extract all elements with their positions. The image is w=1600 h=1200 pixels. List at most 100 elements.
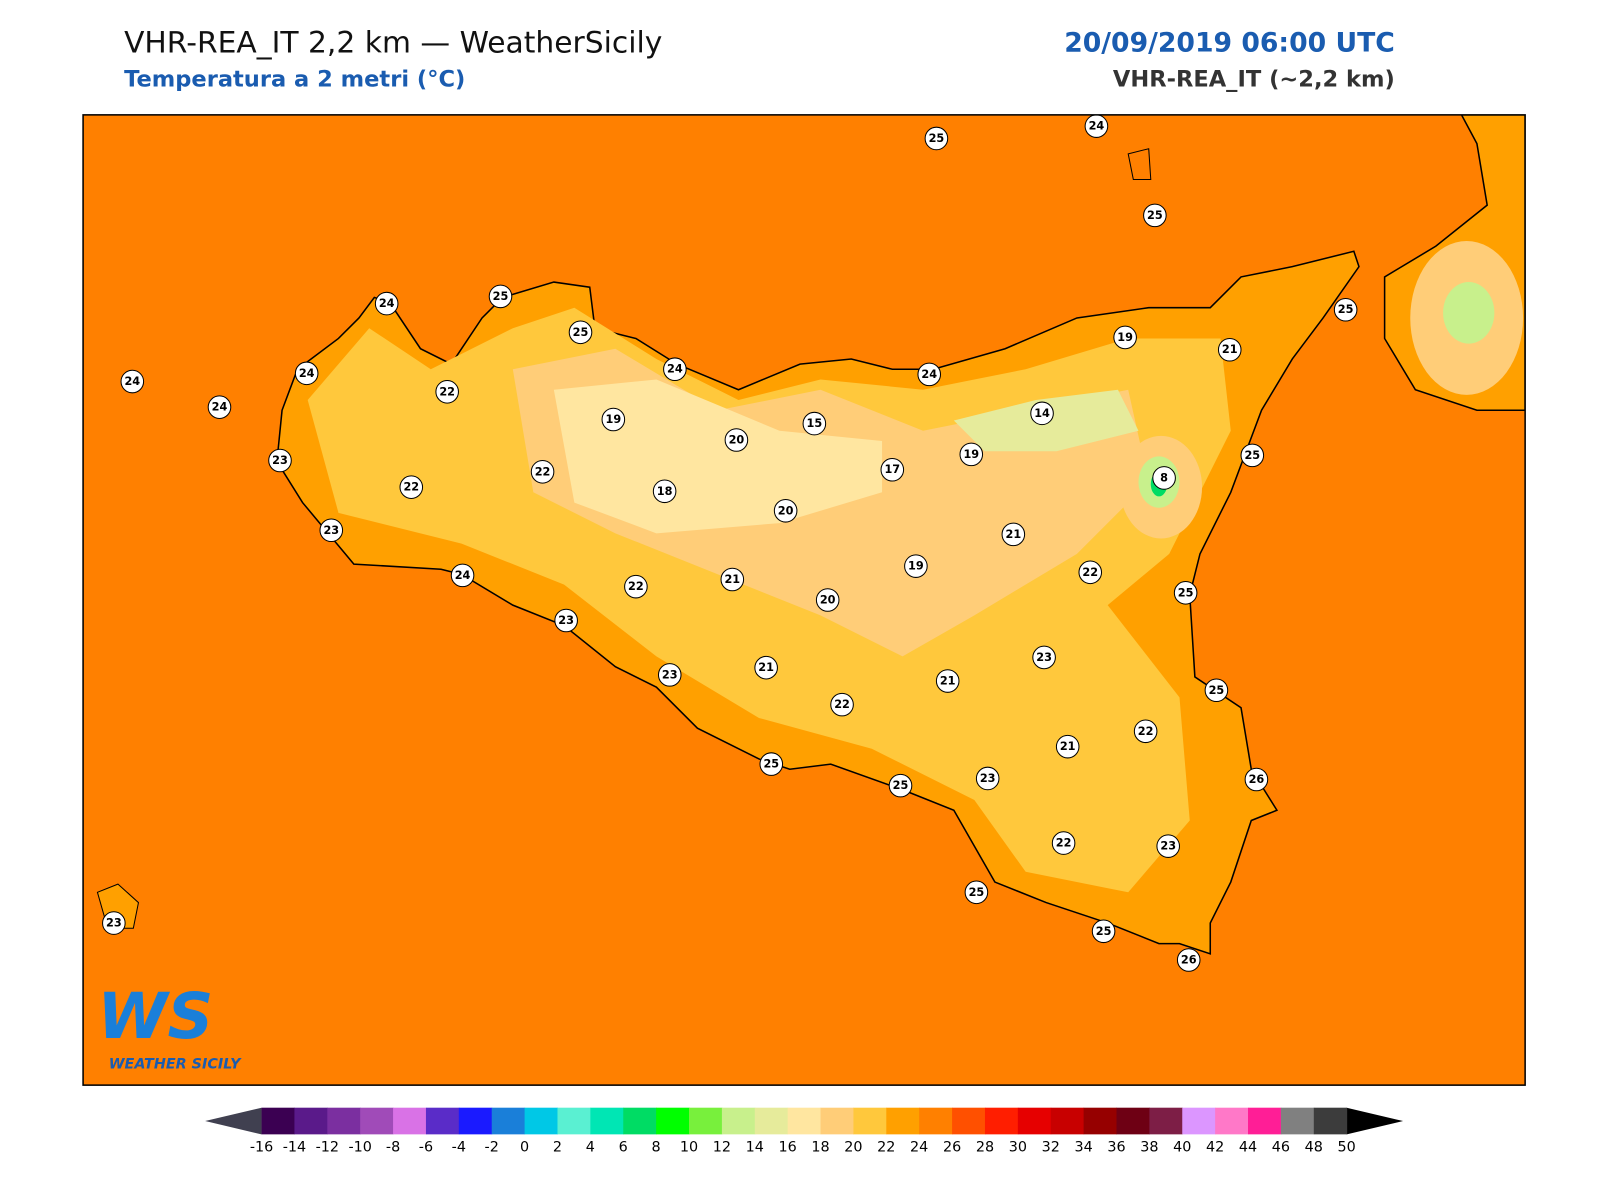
station-marker [1204,678,1229,703]
colorbar-box [787,1107,822,1135]
colorbar-tick-label: -8 [386,1140,400,1156]
station-marker [1143,203,1167,228]
colorbar-box [754,1107,789,1135]
station-marker [1173,581,1198,605]
station-marker [880,457,905,482]
station-value: 22 [403,481,419,494]
station-value: 19 [1117,331,1133,344]
colorbar-tick-label: 6 [619,1140,628,1156]
colorbar-box [590,1107,624,1135]
station-value: 20 [820,594,836,607]
station-marker [935,669,960,693]
station-marker [1113,325,1137,350]
station-value: 23 [106,917,122,930]
station-value: 21 [724,573,740,586]
date: 20/09/2019 06:00 UTC [1064,28,1395,59]
station-value: 22 [535,465,551,478]
colorbar-box [557,1107,591,1135]
station-value: 18 [657,485,673,498]
colorbar-tick-label: 34 [1074,1140,1092,1156]
colorbar-under [205,1107,262,1135]
station-marker [1032,645,1056,670]
station-marker [975,766,1000,791]
stations: 25 24 25 24 25 25 24 24 24 22 24 19 24 19 21 25 15 20 14 19… [102,114,1358,972]
colorbar-box [886,1107,920,1135]
colorbar-tick-label: 46 [1272,1140,1290,1156]
station-marker [964,880,989,905]
colorbar-box [820,1107,854,1135]
colorbar-tick-label: -4 [452,1140,466,1156]
colorbar-tick-label: 24 [910,1140,928,1156]
station-marker [917,362,942,387]
station-marker [399,475,424,499]
station-marker [924,126,949,151]
colorbar-tick-label: -2 [485,1140,499,1156]
colorbar: -16 -14 -12 -10 -8 -6 -4 -2 0 2 4 6 8 10 12 14 16 18 20 22 2… [205,1107,1404,1156]
station-value: 25 [1147,209,1163,222]
colorbar-box [919,1107,953,1135]
colorbar-tick-label: -10 [348,1140,371,1156]
station-value: 23 [323,524,339,537]
station-marker [1091,919,1116,944]
colorbar-tick-label: 8 [652,1140,661,1156]
station-marker [1244,767,1269,792]
colorbar-box [689,1107,723,1135]
colorbar-box [1182,1107,1216,1135]
station-value: 25 [1096,925,1112,938]
colorbar-box [1215,1107,1249,1135]
colorbar-box [360,1107,394,1135]
colorbar-tick-label: 36 [1107,1140,1125,1156]
station-marker [207,395,232,419]
colorbar-box [458,1107,493,1135]
station-marker [450,563,475,588]
colorbar-box [1017,1107,1052,1135]
station-marker [1051,831,1076,855]
subtitle: Temperatura a 2 metri (°C) [124,67,465,93]
station-marker [624,574,648,599]
station-value: 25 [929,132,945,145]
station-value: 15 [807,417,823,430]
station-value: 23 [662,668,678,681]
station-value: 25 [1209,684,1225,697]
station-value: 24 [667,363,683,376]
station-marker [830,692,854,717]
station-value: 24 [299,367,315,380]
station-value: 25 [1244,449,1260,462]
station-value: 26 [1249,773,1265,786]
colorbar-tick-label: -14 [283,1140,306,1156]
station-marker [773,498,798,523]
colorbar-tick-label: 0 [520,1140,529,1156]
logo: WS WEATHER SICILY [97,979,242,1073]
colorbar-box [294,1107,328,1135]
station-value: 24 [379,297,395,310]
station-value: 21 [940,675,956,688]
map-frame [82,114,1526,1086]
station-marker [488,284,513,309]
station-marker [601,407,626,432]
station-value: 26 [1181,954,1197,967]
colorbar-box [327,1107,361,1135]
colorbar-tick-label: 26 [943,1140,961,1156]
station-marker [1030,401,1054,426]
station-value: 25 [969,886,985,899]
station-marker [1333,297,1358,322]
station-value: 25 [573,326,589,339]
station-value: 14 [1034,407,1050,420]
colorbar-box [1149,1107,1183,1135]
station-marker [1240,443,1265,468]
station-value: 21 [1060,740,1076,753]
station-value: 21 [758,661,774,674]
colorbar-tick-label: 20 [844,1140,862,1156]
colorbar-box [721,1107,756,1135]
station-value: 20 [778,504,794,517]
station-marker [102,911,126,935]
model: VHR-REA_IT (~2,2 km) [1113,67,1395,93]
colorbar-box [853,1107,887,1135]
station-value: 17 [884,463,900,476]
station-marker [663,357,687,382]
map-area: 25 24 25 24 25 25 24 24 24 22 24 19 24 19 21 25 15 20 14 19… [83,114,1526,1086]
colorbar-box [1313,1107,1348,1135]
station-value: 25 [763,758,779,771]
station-value: 24 [921,368,937,381]
station-value: 21 [1222,343,1238,356]
